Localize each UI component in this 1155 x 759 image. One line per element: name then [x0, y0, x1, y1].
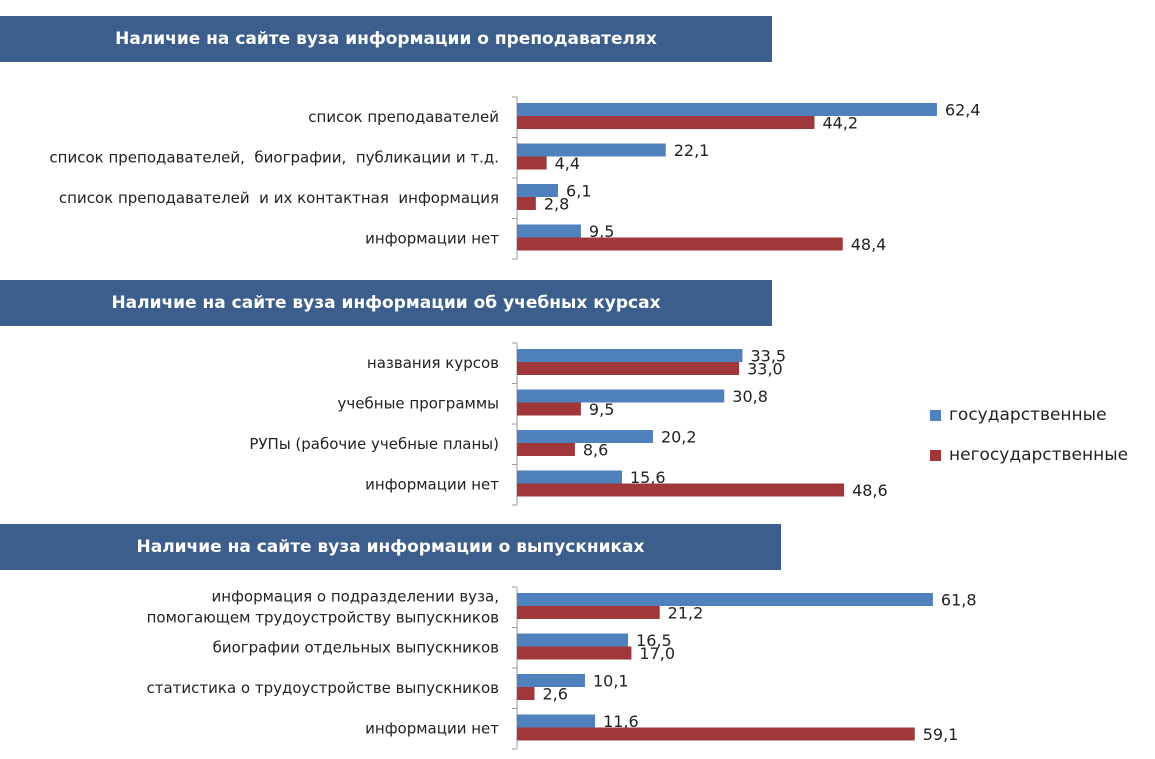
data-label-nongov: 59,1 — [923, 725, 959, 744]
data-label-gov: 9,5 — [589, 222, 614, 241]
data-label-nongov: 8,6 — [583, 441, 608, 460]
data-label-gov: 30,8 — [732, 387, 768, 406]
data-label-gov: 11,6 — [603, 712, 639, 731]
category-label: список преподавателей — [308, 108, 499, 126]
bar-gov — [517, 674, 585, 687]
bar-gov — [517, 143, 666, 157]
legend-item-gov: государственные — [930, 395, 1128, 435]
bar-gov — [517, 389, 725, 403]
bar-gov — [517, 633, 629, 647]
data-label-nongov: 21,2 — [668, 604, 704, 623]
bar-nongov — [517, 156, 547, 170]
data-label-nongov: 48,4 — [851, 235, 887, 254]
bar-gov — [517, 184, 559, 197]
category-label: список преподавателей, биографии, публик… — [49, 149, 499, 167]
bar-gov — [517, 103, 937, 116]
bar-gov — [517, 224, 581, 238]
data-label-gov: 22,1 — [674, 141, 710, 160]
data-label-nongov: 9,5 — [589, 400, 614, 419]
category-label: информации нет — [365, 476, 499, 494]
data-label-gov: 62,4 — [945, 101, 981, 120]
bar-chart-courses: названия курсов 33,533,0 учебные программы… — [249, 342, 888, 506]
data-label-nongov: 44,2 — [822, 114, 858, 133]
legend-label-nongov: негосударственные — [949, 445, 1129, 465]
bar-gov — [517, 470, 622, 484]
bar-gov — [517, 430, 653, 443]
bar-nongov — [517, 727, 915, 741]
bar-chart-graduates: информация о подразделении вуза, помогающ… — [147, 586, 977, 750]
bar-nongov — [517, 646, 632, 660]
category-label: названия курсов — [367, 354, 499, 372]
chart-title-teachers: Наличие на сайте вуза информации о препо… — [0, 16, 772, 62]
data-label-nongov: 17,0 — [639, 644, 675, 663]
data-label-nongov: 2,6 — [542, 685, 567, 704]
category-label: помогающем трудоустройству выпускников — [147, 609, 499, 627]
data-label-nongov: 4,4 — [555, 154, 580, 173]
legend-swatch-gov — [930, 409, 941, 421]
data-label-gov: 16,5 — [636, 631, 672, 650]
bar-nongov — [517, 483, 845, 497]
bar-nongov — [517, 116, 815, 129]
data-label-nongov: 48,6 — [852, 481, 888, 500]
bar-nongov — [517, 237, 843, 251]
bar-gov — [517, 714, 596, 728]
data-label-nongov: 2,8 — [544, 195, 569, 214]
data-label-gov: 6,1 — [566, 182, 591, 201]
bar-nongov — [517, 402, 581, 416]
legend-swatch-nongov — [930, 449, 941, 461]
legend-label-gov: государственные — [949, 405, 1107, 425]
category-label: учебные программы — [338, 395, 499, 413]
data-label-gov: 15,6 — [630, 468, 666, 487]
bar-nongov — [517, 443, 575, 456]
data-label-gov: 33,5 — [750, 347, 786, 366]
category-label: РУПы (рабочие учебные планы) — [249, 435, 499, 453]
category-label: информация о подразделении вуза, — [212, 588, 499, 606]
data-label-gov: 61,8 — [941, 591, 977, 610]
category-label: информации нет — [365, 720, 499, 738]
data-label-nongov: 33,0 — [747, 360, 783, 379]
bar-nongov — [517, 197, 536, 210]
bar-nongov — [517, 687, 535, 700]
category-label: биографии отдельных выпускников — [213, 639, 499, 657]
bar-nongov — [517, 362, 740, 375]
category-label: информации нет — [365, 230, 499, 248]
bar-gov — [517, 593, 933, 606]
data-label-gov: 20,2 — [661, 428, 697, 447]
category-label: статистика о трудоустройстве выпускников — [147, 679, 500, 697]
bar-gov — [517, 349, 743, 362]
bar-chart-teachers: список преподавателей 62,4 44,2 список преп… — [49, 96, 981, 260]
bar-nongov — [517, 606, 660, 619]
legend: государственные негосударственные — [930, 395, 1128, 475]
chart-title-graduates: Наличие на сайте вуза информации о выпус… — [0, 524, 781, 570]
category-label: список преподавателей и их контактная ин… — [59, 189, 499, 207]
legend-item-nongov: негосударственные — [930, 435, 1128, 475]
chart-title-courses: Наличие на сайте вуза информации об учеб… — [0, 280, 772, 326]
data-label-gov: 10,1 — [593, 672, 629, 691]
